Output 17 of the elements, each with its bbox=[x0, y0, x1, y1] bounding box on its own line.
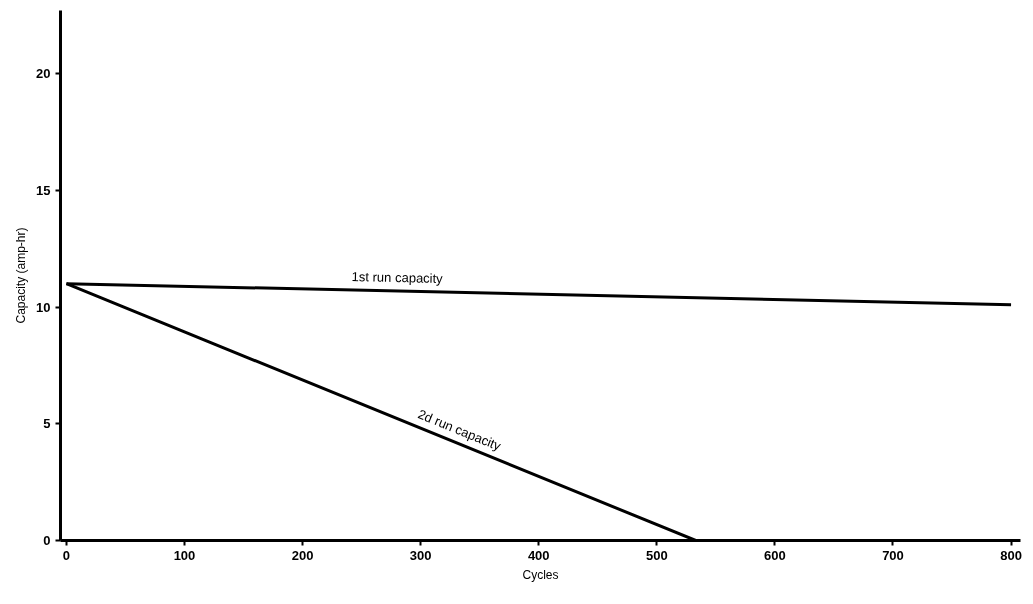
y-tick-label: 15 bbox=[36, 182, 51, 198]
x-tick-label: 400 bbox=[527, 547, 550, 563]
x-tick-label: 500 bbox=[645, 547, 668, 563]
x-tick-label: 100 bbox=[173, 547, 196, 563]
x-tick-label: 800 bbox=[1000, 547, 1022, 563]
x-tick-label: 600 bbox=[764, 547, 786, 563]
x-tick-label: 200 bbox=[291, 547, 314, 563]
y-axis-title: Capacity (amp-hr) bbox=[14, 227, 29, 324]
series-label: 1st run capacity bbox=[351, 269, 444, 287]
y-tick-label: 20 bbox=[36, 66, 51, 82]
x-tick-label: 700 bbox=[882, 547, 904, 563]
y-tick-label: 10 bbox=[36, 299, 51, 315]
x-tick-label: 300 bbox=[409, 547, 432, 563]
y-tick-label: 5 bbox=[43, 416, 51, 432]
y-tick-label: 0 bbox=[43, 533, 51, 548]
x-axis-title: Cycles bbox=[522, 567, 559, 582]
x-tick-label: 0 bbox=[62, 547, 71, 563]
